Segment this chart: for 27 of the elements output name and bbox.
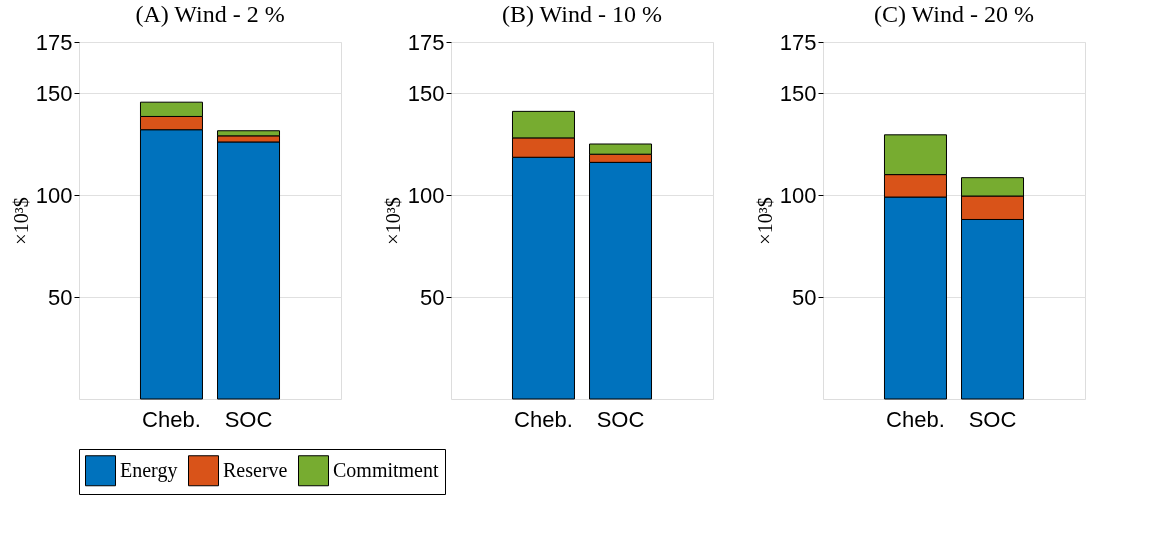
y-axis-title: ×10³$ bbox=[753, 197, 776, 245]
x-tick-label: SOC bbox=[968, 406, 1017, 432]
chart-title: (B) Wind - 10 % bbox=[502, 1, 662, 27]
y-axis-title: ×10³$ bbox=[381, 197, 404, 245]
legend-label: Reserve bbox=[223, 458, 288, 481]
legend-label: Commitment bbox=[333, 458, 439, 481]
y-tick-label: 150 bbox=[35, 80, 73, 106]
y-tick-label: 100 bbox=[779, 182, 817, 208]
y-tick-label: 150 bbox=[779, 80, 817, 106]
x-tick-label: Cheb. bbox=[514, 406, 573, 432]
y-tick-label: 175 bbox=[407, 29, 445, 55]
y-axis-title: ×10³$ bbox=[9, 197, 32, 245]
chart-title: (A) Wind - 2 % bbox=[135, 1, 285, 27]
y-tick-label: 50 bbox=[48, 284, 73, 310]
x-tick-label: Cheb. bbox=[886, 406, 945, 432]
x-tick-label: SOC bbox=[224, 406, 273, 432]
y-tick-label: 175 bbox=[35, 29, 73, 55]
y-tick-label: 100 bbox=[35, 182, 73, 208]
x-tick-label: Cheb. bbox=[142, 406, 201, 432]
y-tick-label: 50 bbox=[792, 284, 817, 310]
legend-label: Energy bbox=[120, 458, 178, 482]
x-tick-label: SOC bbox=[596, 406, 645, 432]
y-tick-label: 150 bbox=[407, 80, 445, 106]
y-tick-label: 50 bbox=[420, 284, 445, 310]
y-tick-label: 100 bbox=[407, 182, 445, 208]
chart-title: (C) Wind - 20 % bbox=[874, 1, 1034, 27]
y-tick-label: 175 bbox=[779, 29, 817, 55]
